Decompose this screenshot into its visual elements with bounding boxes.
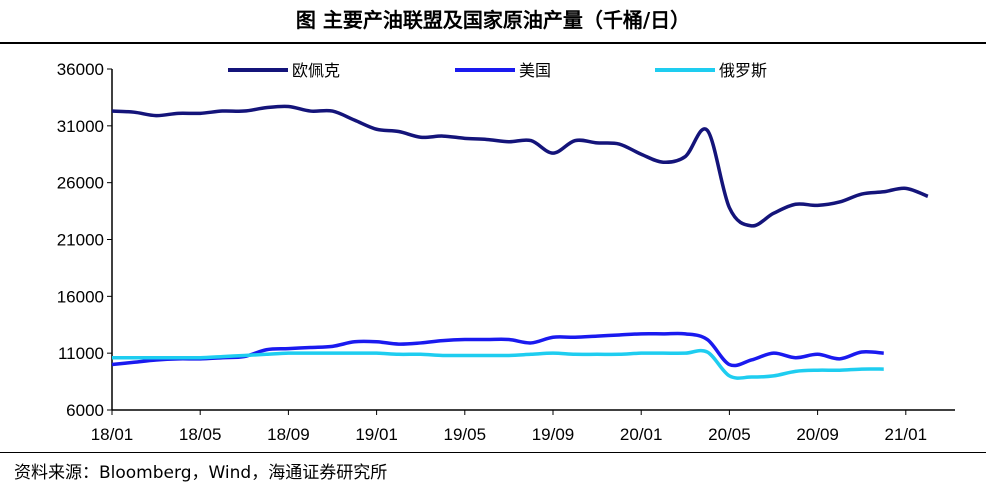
chart-title: 图 主要产油联盟及国家原油产量（千桶/日） xyxy=(295,8,691,32)
x-tick-label: 20/01 xyxy=(620,425,663,444)
title-divider xyxy=(0,42,986,44)
y-tick-label: 16000 xyxy=(57,287,104,306)
x-tick-label: 18/01 xyxy=(91,425,134,444)
y-tick-label: 11000 xyxy=(58,344,104,363)
x-tick-label: 20/05 xyxy=(708,425,751,444)
y-tick-label: 21000 xyxy=(57,231,104,250)
series-line-0 xyxy=(111,104,929,228)
legend-label: 欧佩克 xyxy=(292,61,340,80)
series-line-2 xyxy=(112,348,884,380)
x-tick-label: 20/09 xyxy=(796,425,839,444)
y-tick-label: 36000 xyxy=(57,60,104,79)
legend-label: 俄罗斯 xyxy=(719,61,767,80)
footer-divider xyxy=(0,452,986,453)
series-line-1 xyxy=(111,331,884,368)
legend-label: 美国 xyxy=(519,61,551,80)
chart-source: 资料来源：Bloomberg，Wind，海通证券研究所 xyxy=(14,463,388,483)
x-tick-label: 21/01 xyxy=(885,425,928,444)
y-tick-label: 6000 xyxy=(66,401,104,420)
y-tick-label: 26000 xyxy=(57,174,104,193)
x-tick-label: 19/05 xyxy=(444,425,487,444)
x-tick-label: 19/09 xyxy=(532,425,575,444)
x-tick-label: 19/01 xyxy=(355,425,398,444)
x-tick-label: 18/05 xyxy=(179,425,222,444)
x-tick-label: 18/09 xyxy=(267,425,310,444)
y-tick-label: 31000 xyxy=(57,117,104,136)
